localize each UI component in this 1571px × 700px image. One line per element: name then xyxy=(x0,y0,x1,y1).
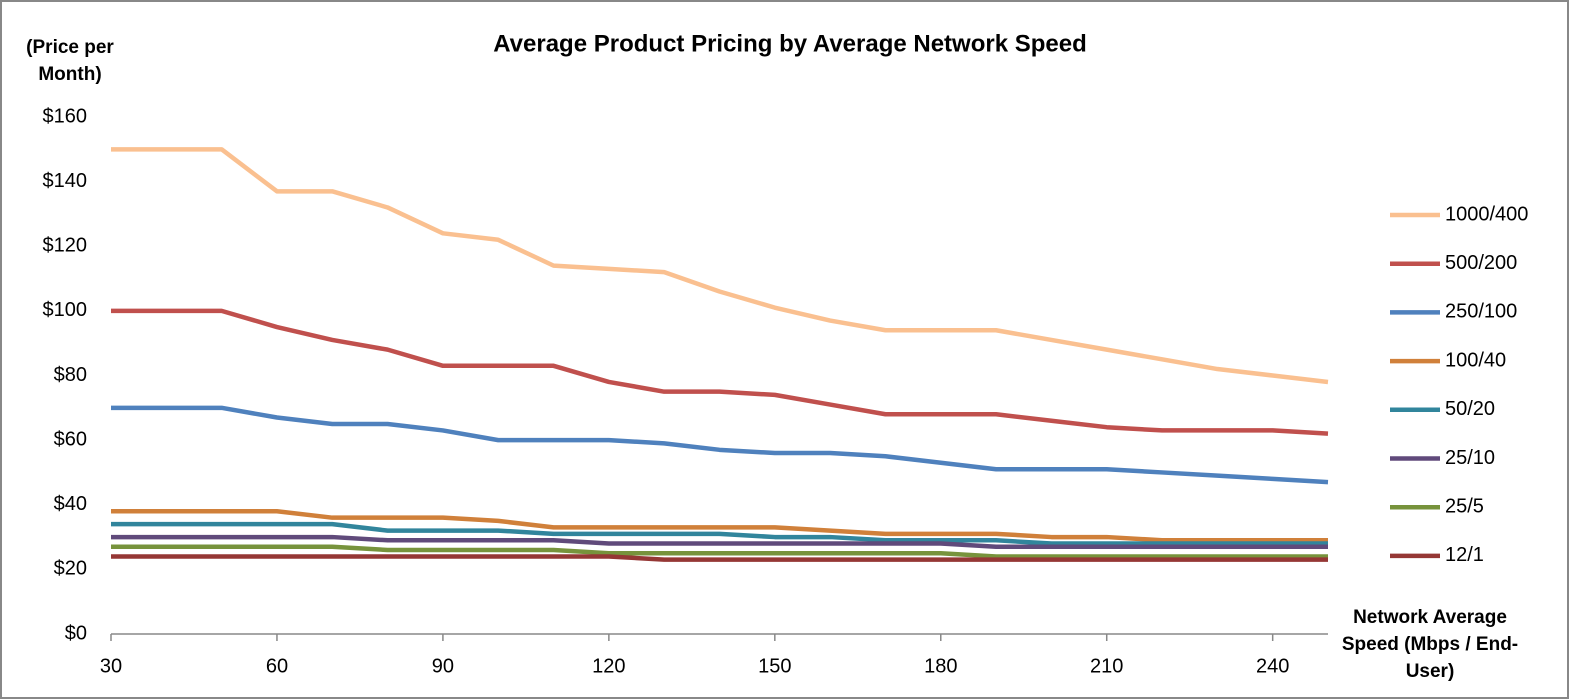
legend-label: 25/10 xyxy=(1445,447,1495,469)
y-tick-label: $20 xyxy=(54,558,87,580)
legend-label: 100/40 xyxy=(1445,349,1506,371)
series-line xyxy=(111,554,1328,562)
x-tick-label: 180 xyxy=(924,655,957,677)
x-tick-label: 30 xyxy=(100,655,122,677)
chart-title: Average Product Pricing by Average Netwo… xyxy=(493,30,1087,57)
y-tick-label: $100 xyxy=(43,299,88,321)
legend-label: 25/5 xyxy=(1445,495,1484,517)
y-tick-label: $160 xyxy=(43,105,88,127)
x-tick-label: 90 xyxy=(432,655,454,677)
y-tick-label: $140 xyxy=(43,170,88,192)
series-line xyxy=(111,147,1329,385)
legend-label: 250/100 xyxy=(1445,301,1517,323)
legend-label: 12/1 xyxy=(1445,544,1484,566)
y-tick-label: $40 xyxy=(54,493,87,515)
legend-label: 1000/400 xyxy=(1445,203,1528,225)
series-line xyxy=(111,405,1329,485)
x-tick-label: 240 xyxy=(1256,655,1289,677)
y-tick-label: $120 xyxy=(43,235,88,257)
x-tick-label: 210 xyxy=(1090,655,1123,677)
x-tick-label: 120 xyxy=(592,655,625,677)
series-line xyxy=(111,521,1328,546)
y-axis-label: (Price per Month) xyxy=(26,37,114,85)
x-tick-label: 150 xyxy=(758,655,791,677)
x-tick-label: 60 xyxy=(266,655,288,677)
x-axis-label: Network Average Speed (Mbps / End-User) xyxy=(1341,607,1519,682)
series-line xyxy=(111,544,1328,559)
y-tick-label: $80 xyxy=(54,364,87,386)
y-tick-label: $60 xyxy=(54,428,87,450)
series-line xyxy=(111,508,1328,543)
series-line xyxy=(111,534,1328,550)
legend-label: 500/200 xyxy=(1445,252,1517,274)
series-line xyxy=(111,308,1329,436)
y-tick-label: $0 xyxy=(65,622,87,644)
legend-label: 50/20 xyxy=(1445,398,1495,420)
